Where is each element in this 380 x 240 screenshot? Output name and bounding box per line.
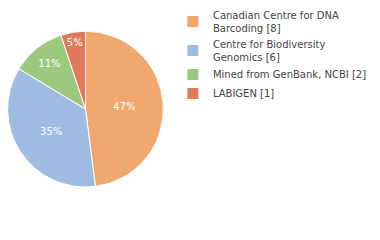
svg-text:5%: 5% bbox=[67, 37, 83, 48]
svg-text:11%: 11% bbox=[38, 58, 60, 69]
svg-text:Mined from GenBank, NCBI [2]: Mined from GenBank, NCBI [2] bbox=[213, 69, 366, 80]
svg-text:35%: 35% bbox=[40, 126, 62, 137]
svg-text:Canadian Centre for DNABarcodi: Canadian Centre for DNABarcoding [8] bbox=[213, 10, 339, 34]
svg-text:LABIGEN [1]: LABIGEN [1] bbox=[213, 88, 274, 99]
svg-text:47%: 47% bbox=[113, 101, 135, 112]
svg-text:Centre for BiodiversityGenomic: Centre for BiodiversityGenomics [6] bbox=[213, 39, 326, 63]
